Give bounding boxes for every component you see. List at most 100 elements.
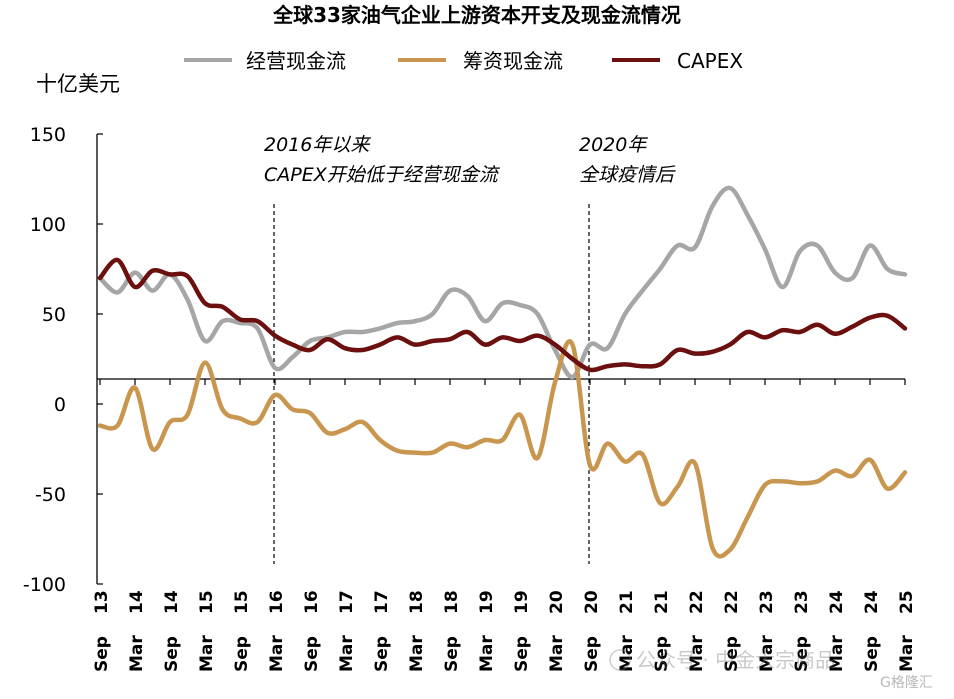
x-tick-year: 15 — [232, 590, 252, 614]
x-tick-year: 21 — [652, 590, 672, 614]
x-tick-year: 20 — [582, 590, 602, 614]
x-tick-month: Sep — [582, 636, 602, 672]
x-tick-year: 19 — [512, 590, 532, 614]
x-tick-label: Mar 14 — [127, 590, 147, 672]
x-tick-month: Mar — [127, 635, 147, 672]
axes: 150 100 50 0 -50 -100 Sep 13 Mar 14 Sep 14 Mar 15 Sep 1… — [23, 124, 917, 672]
x-tick-label: Sep 21 — [652, 590, 672, 672]
x-tick-year: 17 — [337, 590, 357, 614]
x-tick-month: Mar — [477, 635, 497, 672]
y-tick-label: 100 — [30, 214, 66, 236]
y-tick-label: 150 — [30, 124, 66, 146]
series-layer — [97, 185, 908, 559]
legend-label-1: 筹资现金流 — [463, 49, 563, 73]
x-tick-month: Sep — [302, 636, 322, 672]
x-tick-month: Mar — [407, 635, 427, 672]
y-tick-label: -100 — [23, 574, 66, 596]
x-tick-label: Sep 16 — [302, 590, 322, 672]
y-tick-label: 0 — [54, 394, 66, 416]
x-tick-year: 23 — [792, 590, 812, 614]
legend-label-0: 经营现金流 — [246, 49, 346, 73]
x-tick-year: 20 — [547, 590, 567, 614]
x-tick-label: Sep 18 — [442, 590, 462, 672]
watermark: 公众号 · 中金大宗商品 G格隆汇 — [609, 648, 950, 692]
x-tick-label: Mar 16 — [267, 590, 287, 672]
annotation-text-0: CAPEX开始低于经营现金流 — [264, 164, 501, 186]
x-tick-label: Sep 22 — [722, 590, 742, 672]
series-line-2 — [97, 257, 908, 373]
x-tick-month: Mar — [547, 635, 567, 672]
x-tick-year: 14 — [127, 590, 147, 614]
x-tick-label: Mar 17 — [337, 590, 357, 672]
x-tick-month: Mar — [337, 635, 357, 672]
chart-title: 全球33家油气企业上游资本开支及现金流情况 — [272, 3, 681, 27]
series-line-1 — [97, 339, 908, 559]
x-tick-month: Sep — [442, 636, 462, 672]
x-tick-label: Mar 20 — [547, 590, 567, 672]
x-tick-month: Mar — [617, 635, 637, 672]
x-tick-month: Sep — [232, 636, 252, 672]
x-tick-month: Sep — [792, 636, 812, 672]
x-tick-label: Mar 22 — [687, 590, 707, 672]
x-tick-month: Sep — [162, 636, 182, 672]
x-tick-label: Sep 23 — [792, 590, 812, 672]
x-tick-year: 24 — [862, 590, 882, 614]
x-tick-year: 24 — [827, 590, 847, 614]
x-tick-label: Sep 20 — [582, 590, 602, 672]
x-tick-month: Sep — [512, 636, 532, 672]
x-tick-label: Sep 14 — [162, 590, 182, 672]
x-tick-year: 18 — [407, 590, 427, 614]
x-tick-year: 13 — [92, 590, 112, 614]
x-tick-label: Sep 19 — [512, 590, 532, 672]
x-tick-label: Mar 19 — [477, 590, 497, 672]
x-tick-month: Sep — [862, 636, 882, 672]
annotation-text-1: 2020年 — [579, 134, 648, 156]
x-tick-label: Mar 15 — [197, 590, 217, 672]
x-tick-year: 18 — [442, 590, 462, 614]
x-tick-month: Mar — [897, 635, 917, 672]
watermark-logo-bg — [876, 670, 950, 692]
x-tick-label: Sep 24 — [862, 590, 882, 672]
x-tick-year: 16 — [302, 590, 322, 614]
x-tick-year: 16 — [267, 590, 287, 614]
legend-label-2: CAPEX — [677, 49, 743, 73]
x-tick-year: 19 — [477, 590, 497, 614]
watermark-logo: G格隆汇 — [880, 675, 933, 691]
x-tick-label: Mar 24 — [827, 590, 847, 672]
x-tick-year: 23 — [757, 590, 777, 614]
x-tick-month: Mar — [267, 635, 287, 672]
x-tick-year: 21 — [617, 590, 637, 614]
x-tick-year: 15 — [197, 590, 217, 614]
x-tick-year: 17 — [372, 590, 392, 614]
x-tick-month: Sep — [92, 636, 112, 672]
watermark-text: 公众号 · 中金大宗商品 — [636, 648, 835, 672]
series-line-0 — [97, 185, 908, 380]
y-tick-label: 50 — [42, 304, 66, 326]
wechat-icon — [609, 649, 631, 671]
x-tick-year: 22 — [687, 590, 707, 614]
annotation-text-0: 2016年以来 — [264, 134, 371, 156]
x-tick-label: Mar 18 — [407, 590, 427, 672]
x-tick-label: Sep 17 — [372, 590, 392, 672]
x-tick-year: 22 — [722, 590, 742, 614]
y-axis-label: 十亿美元 — [36, 72, 120, 96]
x-tick-label: Sep 13 — [92, 590, 112, 672]
x-tick-year: 14 — [162, 590, 182, 614]
x-tick-label: Mar 21 — [617, 590, 637, 672]
y-tick-label: -50 — [35, 484, 66, 506]
x-tick-label: Sep 15 — [232, 590, 252, 672]
x-tick-month: Mar — [827, 635, 847, 672]
x-tick-label: Mar 25 — [897, 590, 917, 672]
x-tick-label: Mar 23 — [757, 590, 777, 672]
x-tick-month: Mar — [687, 635, 707, 672]
chart-legend: 经营现金流 筹资现金流 CAPEX — [184, 49, 743, 73]
x-tick-month: Sep — [652, 636, 672, 672]
annotation-text-1: 全球疫情后 — [579, 164, 676, 186]
x-tick-month: Mar — [197, 635, 217, 672]
x-tick-month: Sep — [722, 636, 742, 672]
x-tick-month: Sep — [372, 636, 392, 672]
x-tick-year: 25 — [897, 590, 917, 614]
